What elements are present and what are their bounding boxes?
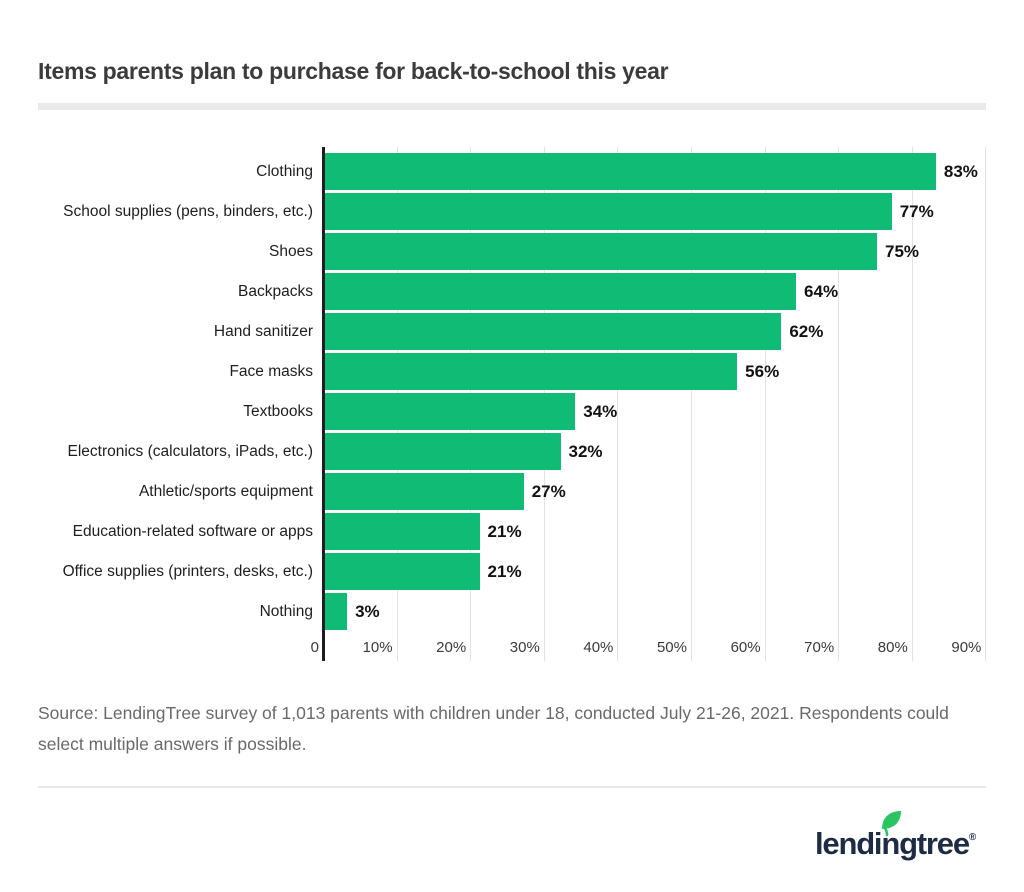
gridline [985, 147, 987, 661]
gridline [691, 147, 692, 661]
bar [325, 313, 782, 350]
logo-wordmark: lendingtree® [815, 826, 976, 862]
y-axis-line [322, 147, 325, 661]
x-tick-label: 0 [310, 639, 319, 656]
bar [325, 513, 480, 550]
category-label: Electronics (calculators, iPads, etc.) [67, 443, 313, 460]
title-divider [38, 103, 986, 110]
x-tick-label: 30% [509, 639, 540, 656]
value-label: 75% [885, 242, 920, 261]
category-label: School supplies (pens, binders, etc.) [63, 203, 313, 220]
category-label: Backpacks [238, 283, 313, 300]
logo-text: lendingtree [815, 826, 970, 861]
bar [325, 553, 480, 590]
x-tick-label: 80% [877, 639, 908, 656]
x-tick-label: 90% [951, 639, 982, 656]
category-label: Athletic/sports equipment [138, 483, 313, 500]
category-label: Nothing [259, 603, 313, 620]
category-label: Clothing [256, 163, 313, 180]
value-label: 64% [804, 282, 839, 301]
bar [325, 273, 797, 310]
bar [325, 593, 348, 630]
gridline [617, 147, 619, 661]
value-label: 56% [745, 362, 780, 381]
x-tick-label: 10% [362, 639, 393, 656]
x-tick-label: 50% [656, 639, 687, 656]
source-note: Source: LendingTree survey of 1,013 pare… [38, 703, 949, 754]
category-label: Hand sanitizer [213, 323, 313, 340]
gridline [911, 147, 913, 661]
value-label: 83% [943, 162, 978, 181]
value-label: 21% [487, 522, 522, 541]
registered-mark: ® [968, 832, 977, 843]
leaf-icon [882, 811, 901, 837]
gridline [764, 147, 766, 661]
x-tick-label: 60% [730, 639, 761, 656]
category-label: Shoes [269, 243, 313, 260]
x-tick-label: 70% [804, 639, 835, 656]
bar-chart: 0 10% 20% 30% 40% 50% 60% 70% 80% 90% Clothing 83% S… [0, 140, 1024, 661]
category-label: Face masks [229, 363, 313, 380]
bar [325, 473, 524, 510]
value-label: 21% [487, 562, 522, 581]
bar [325, 153, 936, 190]
bar [325, 233, 877, 270]
bar [325, 393, 576, 430]
lendingtree-logo: lendingtree® [815, 808, 1000, 868]
category-label: Textbooks [243, 403, 313, 420]
gridline [838, 147, 840, 661]
page-title: Items parents plan to purchase for back-… [38, 58, 669, 84]
category-label: Education-related software or apps [72, 523, 313, 540]
value-label: 27% [531, 482, 566, 501]
x-tick-label: 40% [583, 639, 614, 656]
value-label: 77% [899, 202, 934, 221]
value-label: 3% [355, 602, 380, 621]
value-label: 62% [789, 322, 824, 341]
value-label: 34% [583, 402, 618, 421]
bar [325, 353, 738, 390]
footer-divider [38, 786, 986, 788]
value-label: 32% [568, 442, 603, 461]
bar [325, 433, 561, 470]
category-label: Office supplies (printers, desks, etc.) [62, 563, 313, 580]
bar [325, 193, 892, 230]
x-tick-label: 20% [436, 639, 467, 656]
